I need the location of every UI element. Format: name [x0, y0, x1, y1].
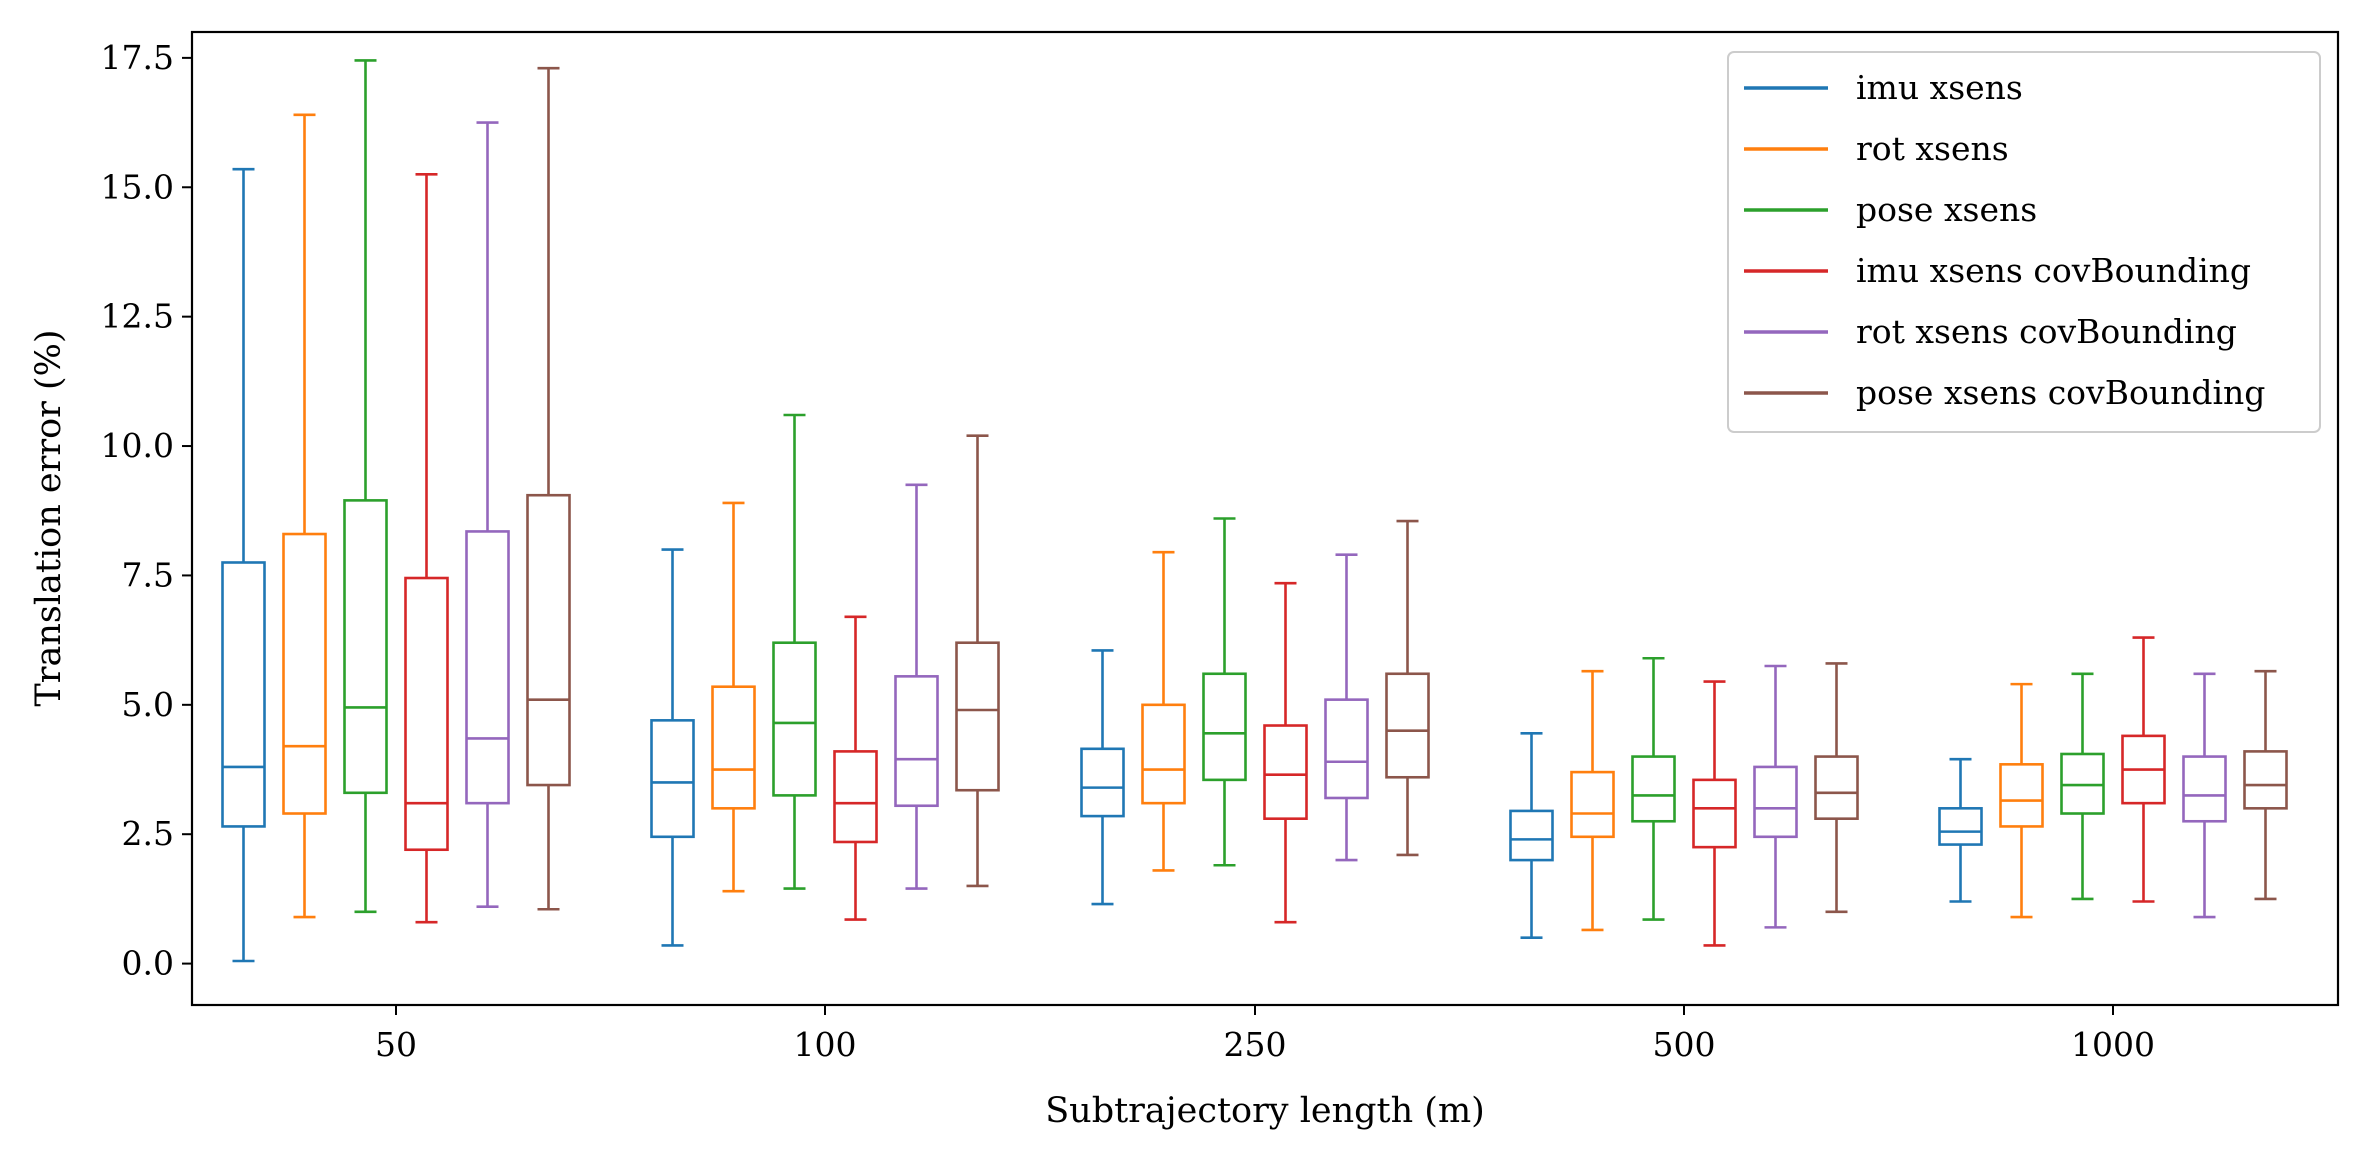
- plot-elements: [221, 59, 2288, 963]
- box-plot: [1509, 731, 1554, 940]
- box-plot: [1202, 517, 1247, 867]
- box: [1202, 672, 1247, 782]
- legend-label: rot xsens covBounding: [1856, 312, 2237, 351]
- x-axis-label: Subtrajectory length (m): [1045, 1091, 1485, 1131]
- box-plot: [1324, 553, 1369, 862]
- y-tick-label: 2.5: [122, 814, 174, 853]
- box: [1570, 770, 1615, 839]
- box: [650, 719, 695, 839]
- box-plot: [1385, 519, 1430, 857]
- box: [1814, 755, 1859, 820]
- box-plot: [1692, 680, 1737, 947]
- y-tick-label: 15.0: [101, 167, 174, 206]
- plot-frame: [190, 30, 2340, 1007]
- box-plot: [833, 615, 878, 921]
- legend-label: imu xsens: [1856, 68, 2023, 107]
- y-tick-label: 7.5: [122, 555, 174, 594]
- box-plot: [1753, 664, 1798, 929]
- box: [1938, 807, 1983, 846]
- box: [343, 499, 388, 795]
- box: [1385, 672, 1430, 779]
- legend-frame: [1727, 51, 2321, 433]
- box-plot: [2182, 672, 2227, 919]
- box: [955, 641, 1000, 792]
- y-tick-label: 17.5: [101, 38, 174, 77]
- box-plot: [650, 548, 695, 947]
- y-axis-label: Translation error (%): [29, 329, 69, 706]
- legend: imu xsens rot xsens pose xsens imu xsens co…: [1727, 51, 2321, 433]
- box-plot: [955, 434, 1000, 888]
- x-tick-label: 250: [1224, 1025, 1287, 1064]
- box: [404, 576, 449, 852]
- box: [1324, 698, 1369, 800]
- legend-label: rot xsens: [1856, 129, 2009, 168]
- box: [1631, 755, 1676, 823]
- box: [2243, 750, 2288, 810]
- x-axis: 50 100 250 500 1000: [375, 1005, 2155, 1064]
- box: [711, 685, 756, 810]
- legend-label: pose xsens covBounding: [1856, 373, 2265, 412]
- box: [1999, 763, 2044, 828]
- box-plot: [343, 59, 388, 914]
- legend-label: imu xsens covBounding: [1856, 251, 2251, 290]
- box: [1692, 778, 1737, 849]
- box: [2182, 755, 2227, 823]
- box: [465, 530, 510, 805]
- box: [772, 641, 817, 797]
- box-plot: [1570, 669, 1615, 932]
- box-plot: [282, 113, 327, 919]
- box-plot: [894, 483, 939, 890]
- box: [1753, 765, 1798, 839]
- box: [833, 750, 878, 844]
- legend-label: pose xsens: [1856, 190, 2037, 229]
- box-plot: [1938, 757, 1983, 903]
- x-tick-label: 50: [375, 1025, 417, 1064]
- box-plot: [2060, 672, 2105, 901]
- box-plot: [711, 501, 756, 893]
- box: [1509, 809, 1554, 862]
- box-plot: [1999, 682, 2044, 919]
- box: [526, 493, 571, 787]
- box-plot: [772, 413, 817, 890]
- y-tick-label: 12.5: [101, 297, 174, 336]
- x-tick-label: 100: [794, 1025, 857, 1064]
- box: [1263, 724, 1308, 820]
- box: [1080, 747, 1125, 818]
- y-tick-label: 10.0: [101, 426, 174, 465]
- box-plot: [526, 66, 571, 911]
- box-plot: [1080, 649, 1125, 906]
- box-plot: [1814, 662, 1859, 914]
- x-tick-label: 500: [1653, 1025, 1716, 1064]
- legend-entries: imu xsens rot xsens pose xsens imu xsens co…: [1744, 68, 2265, 412]
- box-plot: [2121, 636, 2166, 903]
- box-plot: [221, 167, 266, 963]
- y-tick-label: 5.0: [122, 685, 174, 724]
- y-axis: 0.0 2.5 5.0 7.5 10.0 12.5 15.0 17.5: [101, 38, 192, 983]
- box-plot: [2243, 669, 2288, 901]
- box: [894, 675, 939, 808]
- x-tick-label: 1000: [2071, 1025, 2155, 1064]
- box-plot: [1631, 656, 1676, 921]
- box-plot: [1263, 581, 1308, 924]
- box: [221, 561, 266, 828]
- box: [282, 532, 327, 815]
- box-plot: [404, 173, 449, 924]
- y-tick-label: 0.0: [122, 944, 174, 983]
- box: [1141, 703, 1186, 805]
- box-plot: [465, 121, 510, 908]
- box-plot: [1141, 550, 1186, 872]
